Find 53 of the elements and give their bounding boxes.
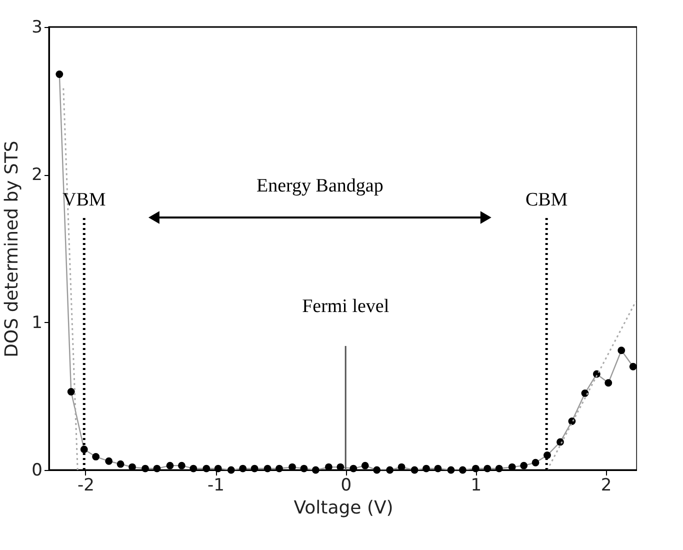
point xyxy=(472,464,480,472)
point xyxy=(178,462,186,470)
point xyxy=(350,464,358,472)
x-axis-title: Voltage (V) xyxy=(294,498,394,518)
point xyxy=(484,464,492,472)
point xyxy=(520,462,528,470)
point xyxy=(410,466,418,474)
point xyxy=(300,464,308,472)
point xyxy=(142,464,149,472)
y-axis-title: DOS determined by STS xyxy=(2,140,23,358)
point xyxy=(250,464,258,472)
y-tick-label: 1 xyxy=(32,312,42,333)
x-tick-label: -2 xyxy=(77,476,94,496)
ref-line-label: CBM xyxy=(525,189,568,210)
point xyxy=(581,390,589,397)
point xyxy=(629,362,637,370)
point xyxy=(434,464,442,472)
point xyxy=(312,466,320,474)
ref-line-label: VBM xyxy=(62,189,106,210)
point xyxy=(556,438,564,446)
point xyxy=(116,460,124,468)
point xyxy=(264,464,272,472)
point xyxy=(92,453,100,460)
y-tick-label: 3 xyxy=(32,18,42,38)
point xyxy=(373,466,381,474)
point xyxy=(190,464,198,472)
point xyxy=(202,464,210,472)
point xyxy=(422,464,430,472)
x-tick-label: -1 xyxy=(208,476,224,496)
point xyxy=(153,464,161,472)
point xyxy=(618,346,626,354)
point xyxy=(495,464,503,472)
point xyxy=(105,457,113,465)
y-tick-label: 0 xyxy=(32,460,42,480)
point xyxy=(532,458,540,466)
ref-line-label: Fermi level xyxy=(302,296,390,317)
point xyxy=(239,464,247,472)
point xyxy=(67,388,75,396)
point xyxy=(458,466,466,474)
point xyxy=(447,466,455,474)
point xyxy=(214,464,222,472)
x-tick-label: 0 xyxy=(340,476,352,496)
point xyxy=(227,466,235,474)
point xyxy=(386,466,394,474)
y-tick-label: 2 xyxy=(32,165,42,186)
x-tick-label: 2 xyxy=(600,476,612,496)
point xyxy=(604,379,612,387)
x-tick-label: 1 xyxy=(470,476,482,496)
annotation: Energy Bandgap xyxy=(256,175,384,196)
point xyxy=(361,462,369,470)
point xyxy=(276,464,283,472)
point xyxy=(56,70,64,78)
point xyxy=(166,462,174,470)
